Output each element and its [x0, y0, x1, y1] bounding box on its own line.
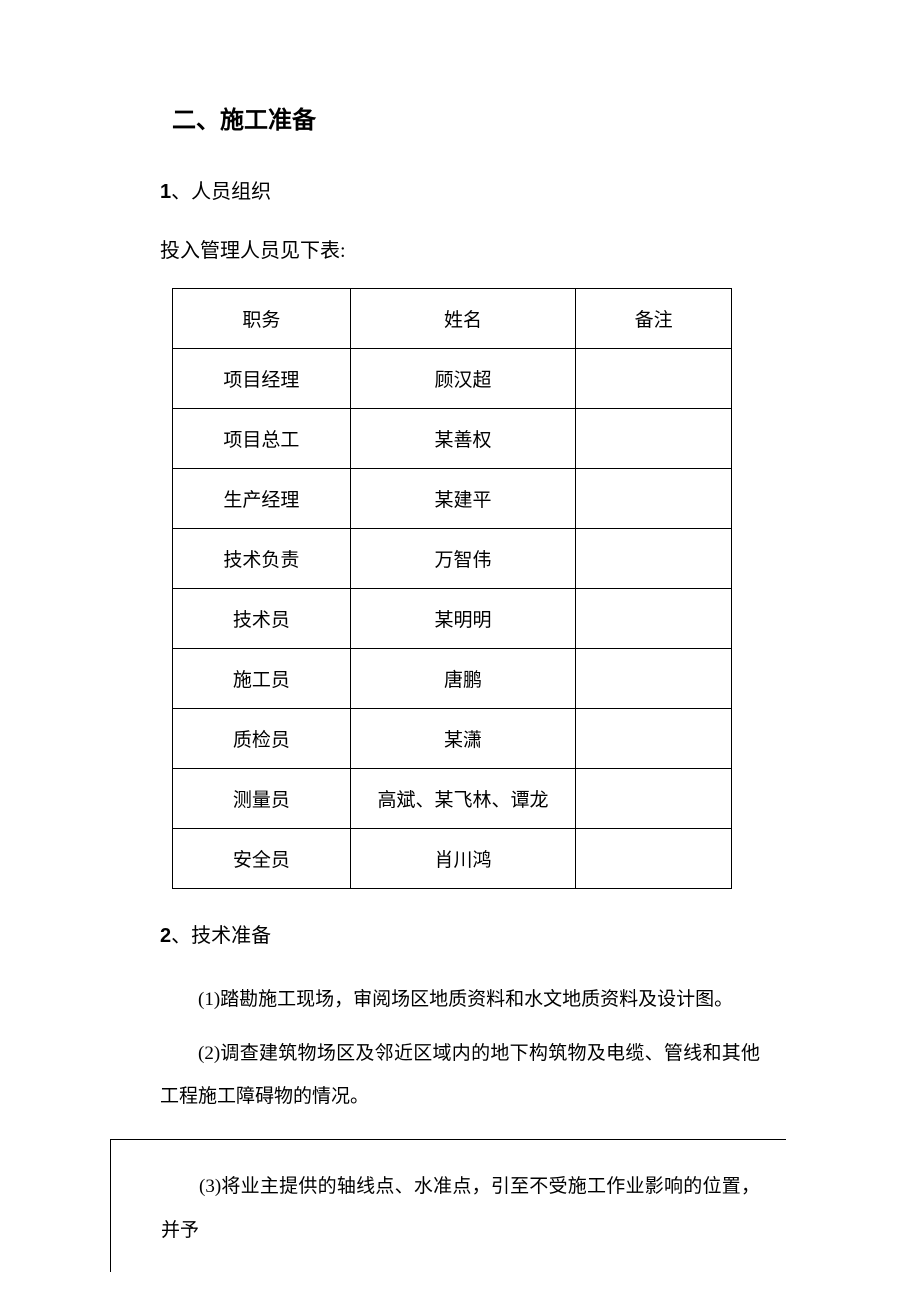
table-cell-position: 技术员 — [173, 589, 351, 649]
table-cell-remark — [576, 589, 732, 649]
framed-section: (3)将业主提供的轴线点、水准点，引至不受施工作业影响的位置，并予 — [110, 1139, 786, 1272]
table-cell-name: 某善权 — [350, 409, 576, 469]
table-row: 项目总工 某善权 — [173, 409, 732, 469]
table-cell-remark — [576, 769, 732, 829]
table-cell-remark — [576, 469, 732, 529]
table-cell-position: 质检员 — [173, 709, 351, 769]
table-cell-name: 顾汉超 — [350, 349, 576, 409]
table-cell-remark — [576, 409, 732, 469]
table-row: 技术负责 万智伟 — [173, 529, 732, 589]
table-row: 安全员 肖川鸿 — [173, 829, 732, 889]
paragraph-3: (3)将业主提供的轴线点、水准点，引至不受施工作业影响的位置，并予 — [161, 1165, 760, 1252]
table-cell-name: 唐鹏 — [350, 649, 576, 709]
paragraph-2: (2)调查建筑物场区及邻近区域内的地下构筑物及电缆、管线和其他工程施工障碍物的情… — [160, 1032, 760, 1119]
table-cell-name: 某明明 — [350, 589, 576, 649]
table-row: 施工员 唐鹏 — [173, 649, 732, 709]
section-heading: 二、施工准备 — [160, 100, 760, 135]
subsection-2-number: 2 — [160, 925, 171, 947]
subsection-2-text: 、技术准备 — [171, 925, 271, 947]
intro-text: 投入管理人员见下表: — [160, 234, 760, 263]
paragraph-1: (1)踏勘施工现场，审阅场区地质资料和水文地质资料及设计图。 — [160, 978, 760, 1022]
table-cell-position: 项目经理 — [173, 349, 351, 409]
table-cell-position: 项目总工 — [173, 409, 351, 469]
table-cell-remark — [576, 529, 732, 589]
table-row: 技术员 某明明 — [173, 589, 732, 649]
table-header-name: 姓名 — [350, 289, 576, 349]
table-cell-name: 某建平 — [350, 469, 576, 529]
table-cell-name: 高斌、某飞林、谭龙 — [350, 769, 576, 829]
table-cell-name: 万智伟 — [350, 529, 576, 589]
table-cell-remark — [576, 709, 732, 769]
table-header-remark: 备注 — [576, 289, 732, 349]
table-cell-remark — [576, 649, 732, 709]
table-cell-position: 安全员 — [173, 829, 351, 889]
table-cell-position: 生产经理 — [173, 469, 351, 529]
table-row: 项目经理 顾汉超 — [173, 349, 732, 409]
table-cell-position: 施工员 — [173, 649, 351, 709]
table-row: 生产经理 某建平 — [173, 469, 732, 529]
personnel-table: 职务 姓名 备注 项目经理 顾汉超 项目总工 某善权 生产经理 某建平 技术负责… — [172, 288, 732, 889]
table-cell-remark — [576, 349, 732, 409]
table-cell-remark — [576, 829, 732, 889]
table-row: 测量员 高斌、某飞林、谭龙 — [173, 769, 732, 829]
table-cell-position: 测量员 — [173, 769, 351, 829]
table-header-position: 职务 — [173, 289, 351, 349]
table-cell-name: 肖川鸿 — [350, 829, 576, 889]
subsection-1-heading: 1、人员组织 — [160, 175, 760, 204]
subsection-2-heading: 2、技术准备 — [160, 919, 760, 948]
subsection-1-text: 、人员组织 — [171, 181, 271, 203]
table-header-row: 职务 姓名 备注 — [173, 289, 732, 349]
table-cell-position: 技术负责 — [173, 529, 351, 589]
subsection-1-number: 1 — [160, 181, 171, 203]
table-row: 质检员 某潇 — [173, 709, 732, 769]
table-cell-name: 某潇 — [350, 709, 576, 769]
